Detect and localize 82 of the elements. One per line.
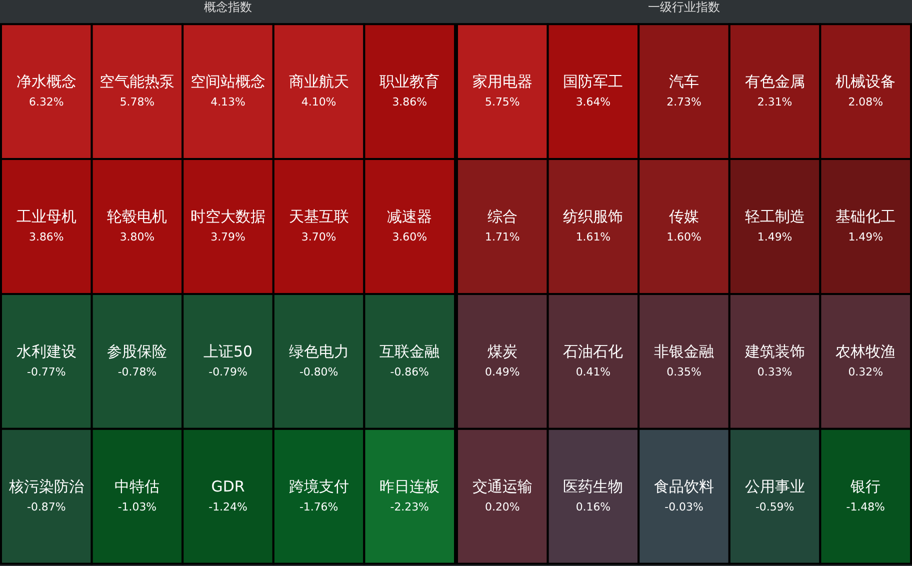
data-label: -0.87% [27, 500, 66, 514]
data-label: -0.03% [664, 500, 704, 514]
data-label: 1.49% [757, 230, 792, 244]
category-label: 有色金属 [744, 72, 805, 91]
data-label: -1.24% [208, 500, 248, 514]
category-label: 减速器 [387, 208, 432, 226]
category-label: 轻工制造 [744, 208, 805, 226]
category-label: 家用电器 [472, 72, 532, 91]
category-label: 天基互联 [288, 208, 349, 226]
category-label: 水利建设 [16, 342, 76, 360]
category-label: 商业航天 [288, 72, 349, 91]
category-label: 时空大数据 [190, 208, 266, 226]
data-label: 1.71% [485, 230, 520, 244]
category-label: 互联金融 [380, 342, 440, 360]
data-label: 0.32% [848, 365, 883, 378]
category-label: 工业母机 [16, 208, 76, 226]
category-label: 银行 [850, 477, 881, 496]
data-label: -0.80% [299, 365, 338, 378]
category-label: 国防军工 [563, 72, 624, 91]
data-label: 0.33% [757, 365, 792, 378]
data-label: 1.60% [666, 230, 702, 244]
category-label: 空气能热泵 [100, 72, 175, 91]
data-label: 3.80% [120, 230, 155, 244]
category-label: 基础化工 [836, 208, 896, 226]
category-label: GDR [211, 477, 245, 496]
data-label: 2.08% [848, 96, 883, 109]
data-label: -0.86% [390, 365, 429, 378]
data-label: -0.77% [27, 365, 66, 378]
data-label: -2.23% [390, 500, 429, 514]
category-label: 昨日连板 [380, 477, 440, 496]
category-label: 石油石化 [563, 342, 624, 360]
category-label: 职业教育 [380, 72, 440, 91]
data-label: -0.78% [118, 365, 157, 378]
data-label: 2.31% [757, 96, 792, 109]
data-label: 3.60% [392, 230, 427, 244]
category-label: 轮毂电机 [107, 208, 168, 226]
category-label: 上证50 [204, 342, 252, 360]
category-label: 跨境支付 [288, 477, 349, 496]
category-label: 医药生物 [563, 477, 624, 496]
category-label: 纺织服饰 [563, 208, 624, 226]
data-label: 0.35% [666, 365, 702, 378]
category-label: 公用事业 [744, 477, 805, 496]
category-label: 煤炭 [487, 342, 518, 360]
data-label: 6.32% [29, 96, 64, 109]
data-label: 0.41% [576, 365, 611, 378]
data-label: -0.79% [208, 365, 248, 378]
category-label: 机械设备 [836, 72, 896, 91]
data-label: 0.49% [485, 365, 520, 378]
data-label: 0.20% [485, 500, 520, 514]
data-label: 3.64% [576, 96, 611, 109]
data-label: 5.75% [485, 96, 520, 109]
category-label: 综合 [487, 208, 518, 226]
text: 一级行业指数 [648, 0, 720, 14]
data-label: -1.48% [846, 500, 885, 514]
category-label: 汽车 [669, 72, 699, 91]
category-label: 传媒 [669, 208, 699, 226]
data-label: 1.49% [848, 230, 883, 244]
data-label: -0.59% [755, 500, 794, 514]
data-label: -1.76% [299, 500, 338, 514]
data-label: 5.78% [120, 96, 155, 109]
category-label: 绿色电力 [288, 342, 349, 360]
text: 概念指数 [204, 0, 252, 14]
data-label: 3.86% [29, 230, 64, 244]
category-label: 建筑装饰 [744, 342, 805, 360]
data-label: 4.13% [210, 96, 246, 109]
category-label: 交通运输 [472, 477, 532, 496]
category-label: 非银金融 [654, 342, 714, 360]
category-label: 空间站概念 [190, 72, 266, 91]
data-label: -1.03% [118, 500, 157, 514]
data-label: 3.79% [210, 230, 246, 244]
category-label: 中特估 [114, 477, 160, 496]
data-label: 1.61% [576, 230, 611, 244]
category-label: 核污染防治 [8, 477, 84, 496]
category-label: 食品饮料 [654, 477, 714, 496]
category-label: 净水概念 [16, 72, 76, 91]
data-label: 2.73% [666, 96, 702, 109]
data-label: 3.70% [301, 230, 336, 244]
category-label: 参股保险 [107, 342, 168, 360]
category-label: 农林牧渔 [836, 342, 896, 360]
data-label: 3.86% [392, 96, 427, 109]
data-label: 4.10% [301, 96, 336, 109]
data-label: 0.16% [576, 500, 611, 514]
